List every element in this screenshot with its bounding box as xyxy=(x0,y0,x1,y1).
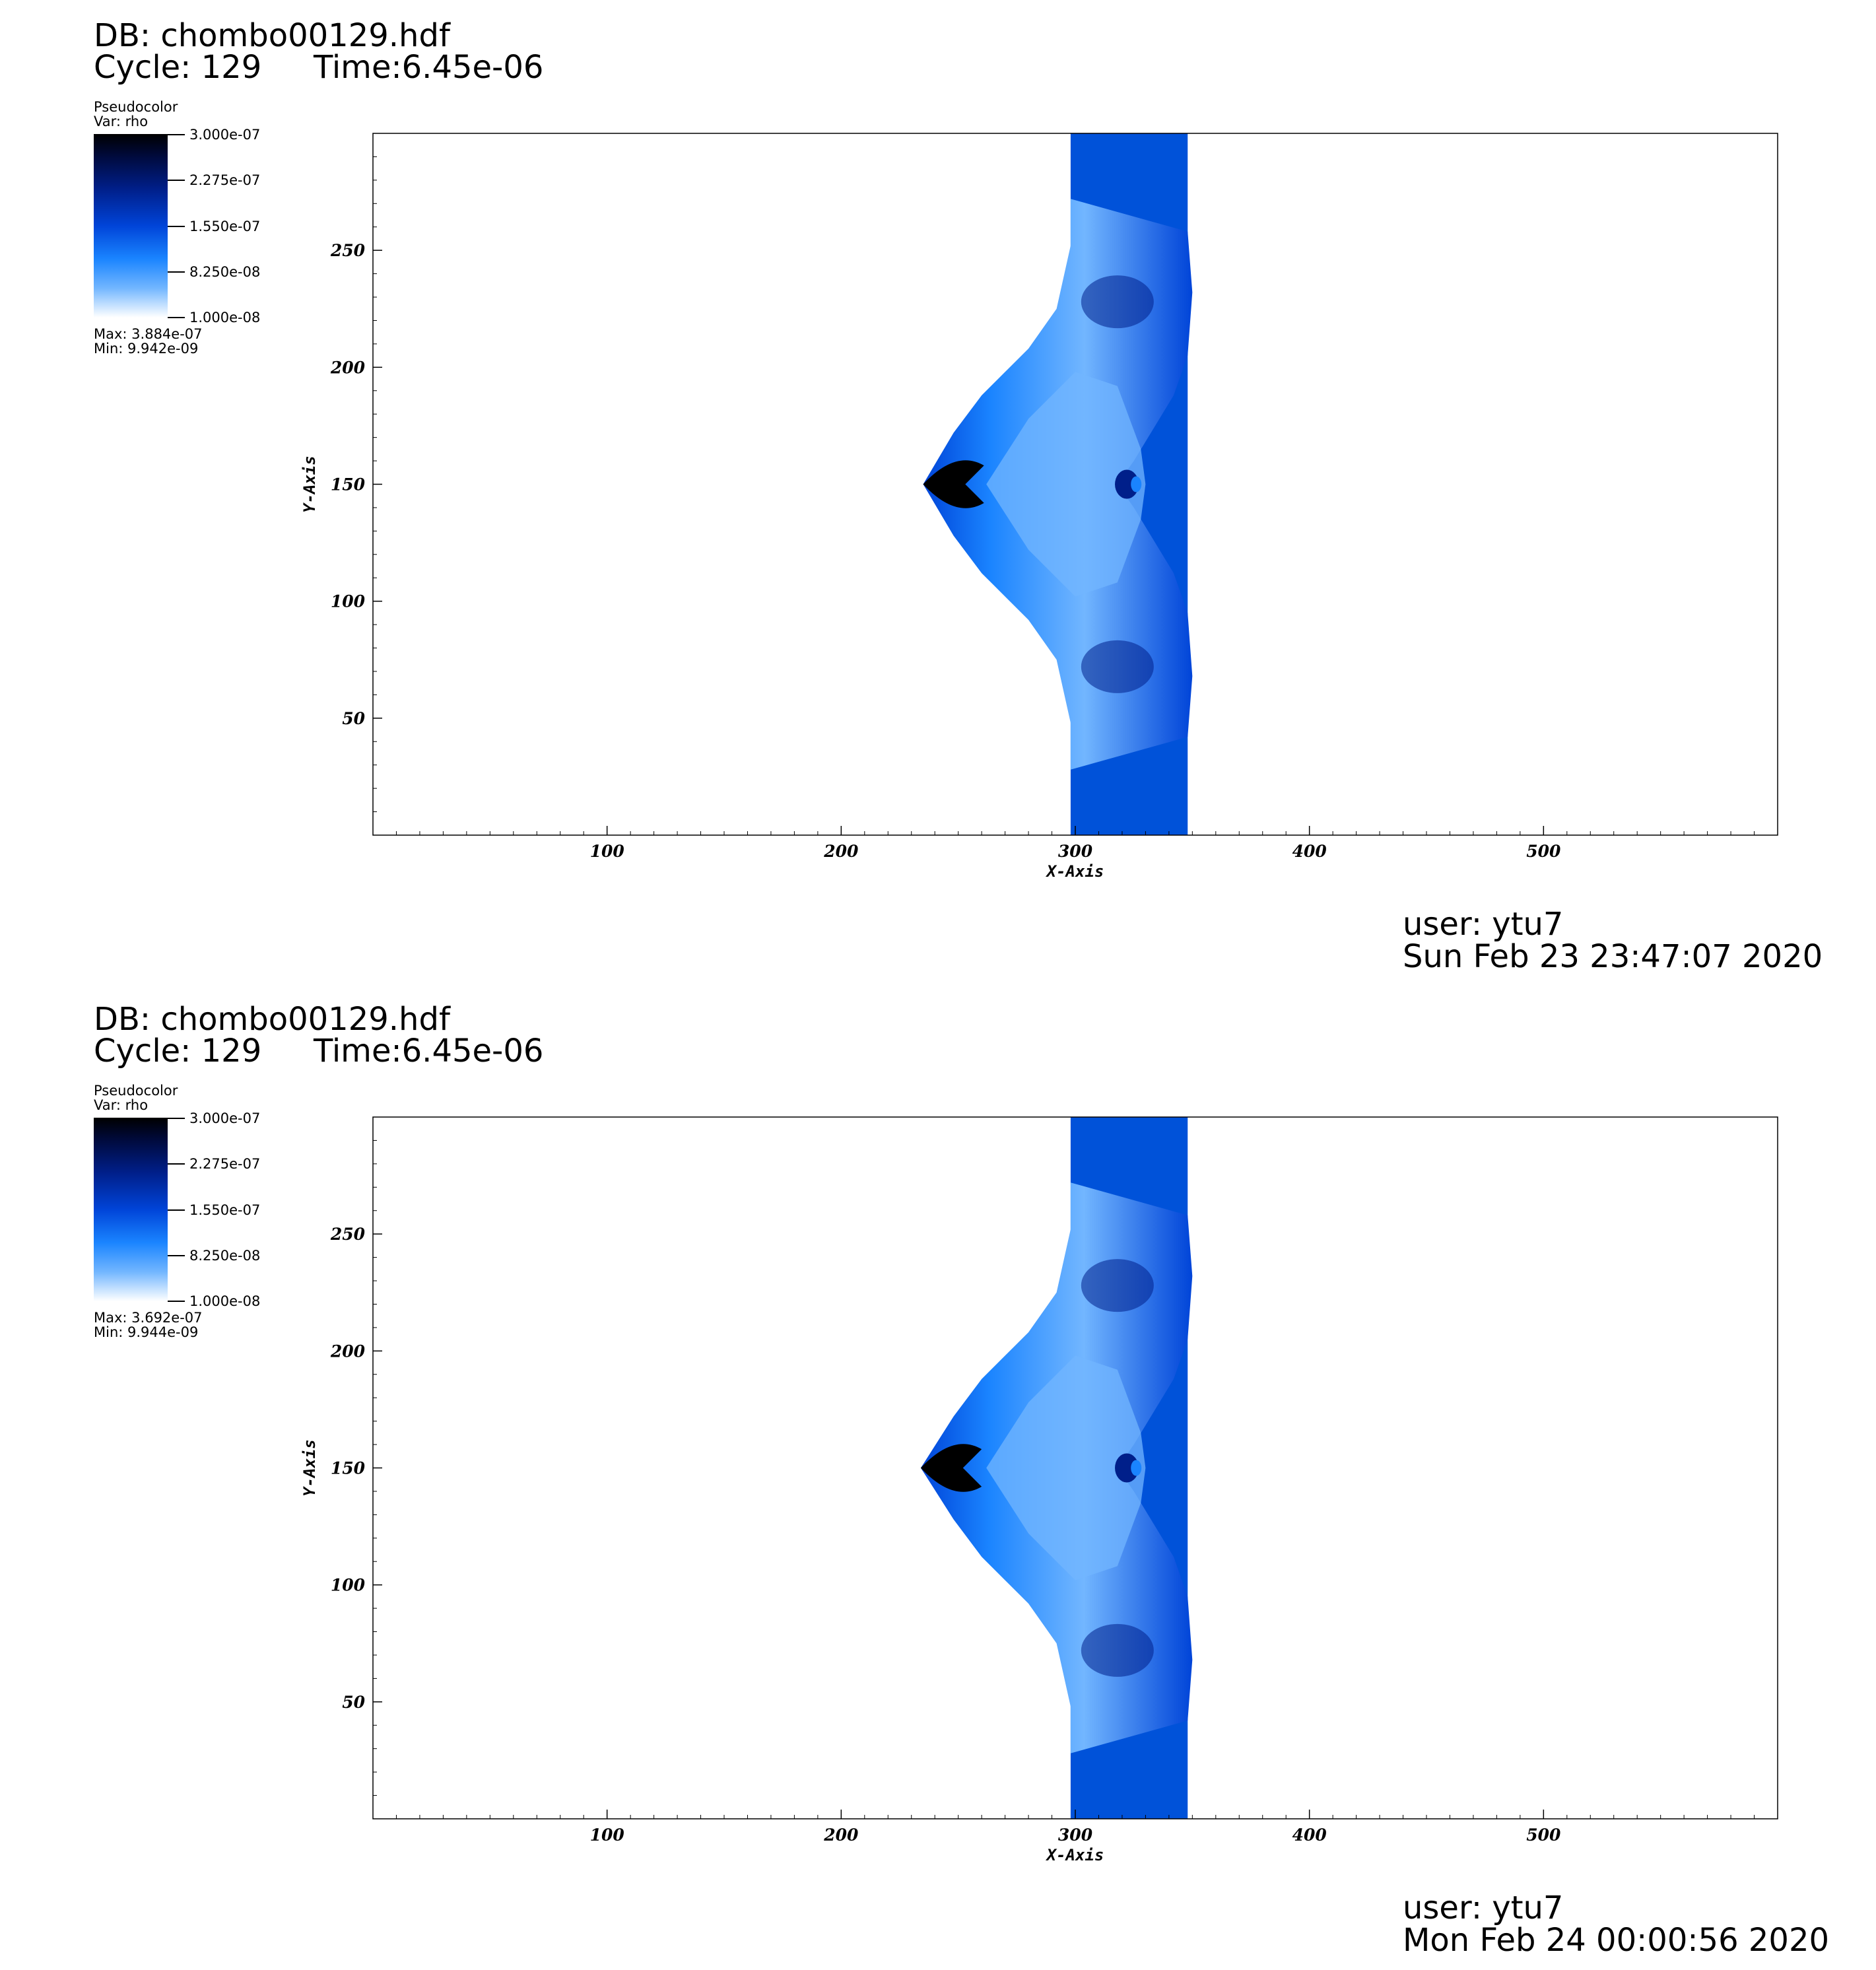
inner-zone xyxy=(986,1355,1146,1580)
y-tick-label: 250 xyxy=(330,241,366,260)
user-label: user: ytu7 xyxy=(1403,1889,1564,1926)
x-tick-label: 200 xyxy=(823,842,859,861)
x-axis-label: X-Axis xyxy=(1046,1846,1104,1864)
colorbar-label: 2.275e-07 xyxy=(189,1156,261,1172)
density-field xyxy=(923,133,1193,835)
colorbar-label: 1.550e-07 xyxy=(189,1202,261,1218)
y-tick-label: 150 xyxy=(331,1459,366,1478)
colorbar-tick xyxy=(168,1118,185,1119)
legend-min: Min: 9.944e-09 xyxy=(94,1324,199,1340)
y-tick-label: 100 xyxy=(331,592,366,611)
x-tick-label: 100 xyxy=(590,842,625,861)
y-tick-label: 150 xyxy=(331,475,366,494)
colorbar-label: 1.550e-07 xyxy=(189,219,261,234)
colorbar-tick xyxy=(168,271,185,273)
front-tip xyxy=(920,1444,982,1492)
colorbar xyxy=(94,134,168,318)
date-label: Sun Feb 23 23:47:07 2020 xyxy=(1403,938,1823,975)
colorbar-label: 2.275e-07 xyxy=(189,172,261,188)
legend-variable: Var: rho xyxy=(94,114,149,129)
dense-bubble xyxy=(1115,1453,1139,1483)
x-tick-label: 100 xyxy=(590,1825,625,1845)
x-axis-label: X-Axis xyxy=(1046,862,1104,881)
colorbar-label: 3.000e-07 xyxy=(189,1110,261,1126)
x-tick-label: 400 xyxy=(1292,1825,1327,1845)
x-tick-label: 500 xyxy=(1526,1825,1561,1845)
colorbar-label: 1.000e-08 xyxy=(189,310,261,325)
y-tick-label: 50 xyxy=(342,709,365,728)
legend-variable: Var: rho xyxy=(94,1097,149,1113)
date-label: Mon Feb 24 00:00:56 2020 xyxy=(1403,1922,1830,1959)
front-tip xyxy=(923,460,984,508)
colorbar-label: 8.250e-08 xyxy=(189,1248,261,1264)
cycle-label: Cycle: 129 xyxy=(94,1033,262,1070)
y-tick-label: 200 xyxy=(330,358,366,377)
y-tick-label: 200 xyxy=(330,1342,366,1361)
legend-plot-type: Pseudocolor xyxy=(94,99,178,115)
x-tick-label: 300 xyxy=(1058,1825,1093,1845)
bubble-core xyxy=(1131,476,1142,493)
pseudocolor-plot: 100 200 300 400 500 50 100 150 200 250 X-Axis Y-Axi… xyxy=(300,1116,1778,1864)
y-tick-label: 100 xyxy=(331,1576,366,1595)
legend-max: Max: 3.884e-07 xyxy=(94,326,203,342)
colorbar-tick xyxy=(168,317,185,318)
bubble-core xyxy=(1131,1460,1142,1476)
dense-bubble xyxy=(1115,469,1139,499)
legend-min: Min: 9.942e-09 xyxy=(94,341,199,357)
colorbar xyxy=(94,1118,168,1301)
y-tick-label: 250 xyxy=(330,1225,366,1244)
database-label: DB: chombo00129.hdf xyxy=(94,17,450,54)
colorbar-tick xyxy=(168,1209,185,1211)
lower-dense-lobe xyxy=(1081,640,1154,693)
plot-panel-1: DB: chombo00129.hdf Cycle: 129 Time:6.45… xyxy=(0,0,1876,984)
upper-dense-lobe xyxy=(1081,1259,1154,1312)
density-field xyxy=(920,1117,1193,1819)
y-tick-label: 50 xyxy=(342,1693,365,1712)
cycle-label: Cycle: 129 xyxy=(94,49,262,86)
upper-dense-lobe xyxy=(1081,275,1154,329)
colorbar-label: 8.250e-08 xyxy=(189,264,261,280)
time-label: Time:6.45e-06 xyxy=(314,49,544,86)
database-label: DB: chombo00129.hdf xyxy=(94,1001,450,1038)
inner-zone xyxy=(986,372,1146,597)
x-tick-label: 500 xyxy=(1526,842,1561,861)
plot-panel-2: DB: chombo00129.hdf Cycle: 129 Time:6.45… xyxy=(0,984,1876,1967)
legend-max: Max: 3.692e-07 xyxy=(94,1310,203,1326)
lower-dense-lobe xyxy=(1081,1623,1154,1677)
y-axis-label: Y-Axis xyxy=(300,1439,319,1497)
colorbar-tick xyxy=(168,226,185,227)
colorbar-label: 1.000e-08 xyxy=(189,1293,261,1309)
colorbar-tick xyxy=(168,1255,185,1256)
pseudocolor-plot: 100 200 300 400 500 50 100 150 200 250 X-Axis Y-Axi… xyxy=(300,133,1778,881)
colorbar-label: 3.000e-07 xyxy=(189,127,261,143)
user-label: user: ytu7 xyxy=(1403,906,1564,943)
colorbar-tick xyxy=(168,1163,185,1165)
x-tick-label: 300 xyxy=(1058,842,1093,861)
time-label: Time:6.45e-06 xyxy=(314,1033,544,1070)
x-tick-label: 200 xyxy=(823,1825,859,1845)
colorbar-tick xyxy=(168,1301,185,1302)
colorbar-tick xyxy=(168,180,185,181)
legend-plot-type: Pseudocolor xyxy=(94,1083,178,1099)
y-axis-label: Y-Axis xyxy=(300,456,319,513)
colorbar-tick xyxy=(168,134,185,135)
x-tick-label: 400 xyxy=(1292,842,1327,861)
